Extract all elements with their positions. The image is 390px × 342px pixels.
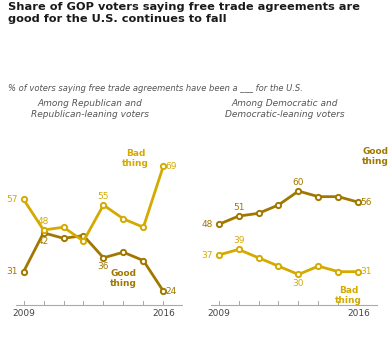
Text: 2016: 2016 xyxy=(152,309,175,318)
Text: 2009: 2009 xyxy=(12,309,35,318)
Text: Share of GOP voters saying free trade agreements are
good for the U.S. continues: Share of GOP voters saying free trade ag… xyxy=(8,2,360,24)
Text: 36: 36 xyxy=(98,262,109,271)
Text: Good
thing: Good thing xyxy=(362,147,389,166)
Text: Among Democratic and
Democratic-leaning voters: Among Democratic and Democratic-leaning … xyxy=(225,99,344,119)
Text: 2009: 2009 xyxy=(207,309,230,318)
Text: Bad
thing: Bad thing xyxy=(122,149,149,169)
Text: 48: 48 xyxy=(201,220,213,229)
Text: 31: 31 xyxy=(360,267,372,276)
Text: 37: 37 xyxy=(201,250,213,260)
Text: 42: 42 xyxy=(38,237,49,246)
Text: 55: 55 xyxy=(98,192,109,201)
Text: Good
thing: Good thing xyxy=(110,269,137,288)
Text: 56: 56 xyxy=(360,198,372,207)
Text: 51: 51 xyxy=(233,203,244,212)
Text: Among Republican and
Republican-leaning voters: Among Republican and Republican-leaning … xyxy=(31,99,149,119)
Text: Bad
thing: Bad thing xyxy=(335,286,362,305)
Text: 60: 60 xyxy=(292,178,304,187)
Text: 24: 24 xyxy=(165,287,177,295)
Text: 69: 69 xyxy=(165,161,177,171)
Text: 39: 39 xyxy=(233,236,244,245)
Text: % of voters saying free trade agreements have been a ___ for the U.S.: % of voters saying free trade agreements… xyxy=(8,84,303,93)
Text: 57: 57 xyxy=(6,195,18,204)
Text: 30: 30 xyxy=(292,279,304,288)
Text: 2016: 2016 xyxy=(347,309,370,318)
Text: 48: 48 xyxy=(38,217,49,226)
Text: 31: 31 xyxy=(6,267,18,276)
